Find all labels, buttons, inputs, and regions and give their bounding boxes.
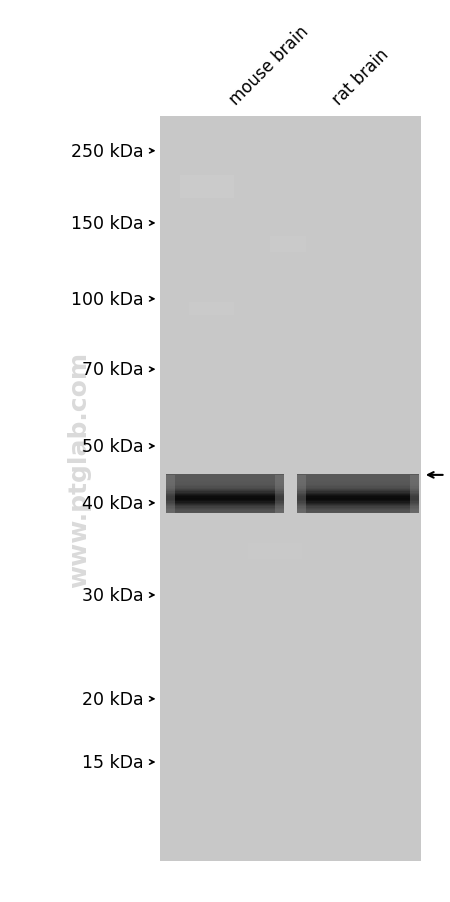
Bar	[297, 477, 418, 479]
Bar	[166, 496, 284, 498]
Bar	[166, 481, 284, 483]
Bar	[180, 176, 234, 198]
Bar	[297, 487, 418, 489]
Bar	[166, 494, 284, 497]
Bar	[297, 503, 418, 506]
Bar	[166, 475, 284, 478]
Bar	[297, 500, 418, 502]
Bar	[166, 487, 284, 489]
Bar	[297, 491, 418, 493]
Bar	[297, 502, 418, 504]
Bar	[166, 493, 284, 495]
Bar	[297, 481, 418, 483]
Bar	[297, 475, 306, 513]
Bar	[297, 486, 418, 488]
Bar	[297, 492, 418, 494]
Bar	[297, 490, 418, 492]
Bar	[297, 505, 418, 507]
Bar	[166, 510, 284, 512]
Bar	[297, 497, 418, 500]
Bar	[166, 503, 284, 506]
Bar	[248, 543, 302, 559]
Bar	[166, 505, 284, 507]
Bar	[297, 488, 418, 491]
Bar	[166, 499, 284, 501]
Text: 15 kDa: 15 kDa	[82, 753, 144, 771]
Bar	[297, 482, 418, 484]
Bar	[297, 511, 418, 513]
Bar	[297, 499, 418, 501]
Bar	[297, 475, 418, 478]
Bar	[166, 490, 284, 492]
Bar	[166, 483, 284, 485]
Bar	[166, 486, 284, 488]
Bar	[166, 482, 284, 484]
Text: 100 kDa: 100 kDa	[72, 290, 144, 308]
Text: 70 kDa: 70 kDa	[82, 361, 144, 379]
Text: 40 kDa: 40 kDa	[82, 494, 144, 512]
Bar	[297, 501, 418, 503]
Bar	[166, 478, 284, 481]
Bar	[410, 475, 418, 513]
Text: www.ptglab.com: www.ptglab.com	[67, 351, 91, 587]
Bar	[166, 484, 284, 487]
Bar	[166, 509, 284, 511]
Text: 20 kDa: 20 kDa	[82, 690, 144, 708]
Bar	[297, 509, 418, 511]
Text: mouse brain: mouse brain	[226, 23, 312, 108]
Text: 150 kDa: 150 kDa	[72, 215, 144, 233]
Bar	[160, 117, 421, 861]
Bar	[189, 302, 234, 316]
Text: 30 kDa: 30 kDa	[82, 586, 144, 604]
Bar	[297, 483, 418, 485]
Text: 250 kDa: 250 kDa	[72, 143, 144, 161]
Bar	[166, 506, 284, 508]
Bar	[166, 488, 284, 491]
Bar	[166, 501, 284, 503]
Bar	[166, 475, 175, 513]
Bar	[297, 496, 418, 498]
Bar	[166, 474, 284, 476]
Bar	[297, 480, 418, 482]
Bar	[166, 500, 284, 502]
Bar	[297, 510, 418, 512]
Text: 50 kDa: 50 kDa	[82, 437, 144, 456]
Bar	[297, 493, 418, 495]
Bar	[166, 492, 284, 494]
Bar	[270, 236, 306, 253]
Bar	[166, 491, 284, 493]
Bar	[297, 507, 418, 510]
Bar	[297, 478, 418, 481]
Bar	[297, 506, 418, 508]
Text: rat brain: rat brain	[329, 45, 392, 108]
Bar	[166, 480, 284, 482]
Bar	[297, 474, 418, 476]
Bar	[166, 507, 284, 510]
Bar	[166, 477, 284, 479]
Bar	[166, 511, 284, 513]
Bar	[297, 494, 418, 497]
Bar	[166, 497, 284, 500]
Bar	[297, 484, 418, 487]
Bar	[166, 502, 284, 504]
Bar	[274, 475, 284, 513]
